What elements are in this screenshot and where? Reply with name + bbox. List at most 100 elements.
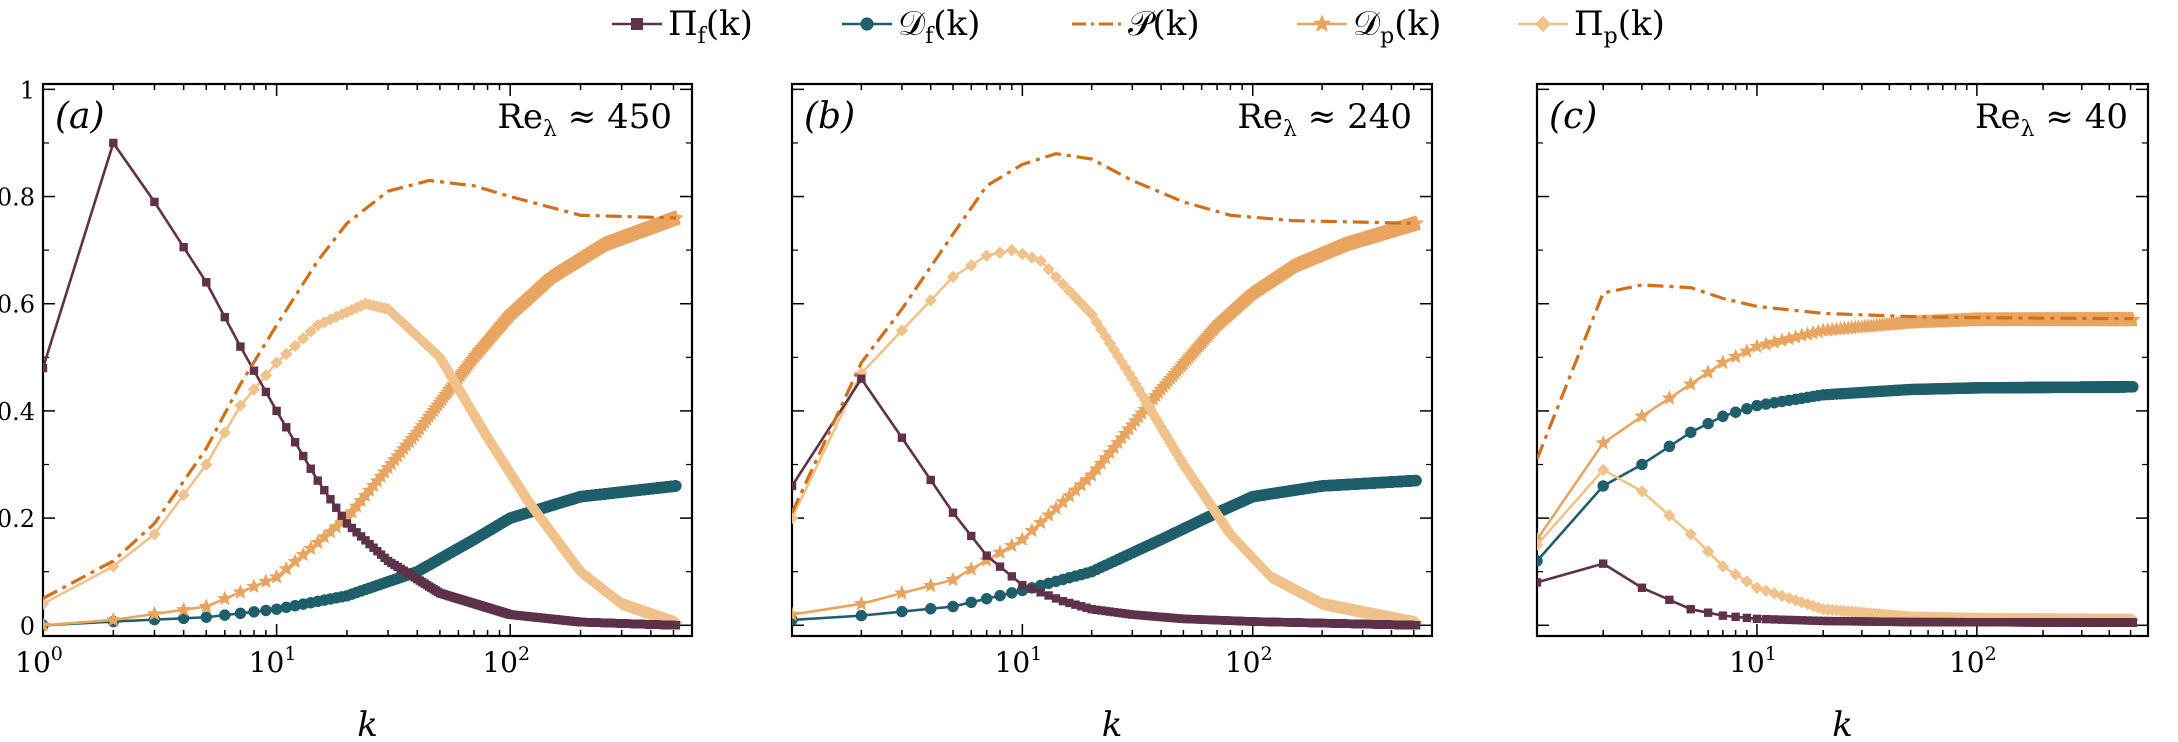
data-point bbox=[1154, 420, 1168, 434]
data-point bbox=[1634, 408, 1650, 423]
data-point bbox=[353, 492, 369, 508]
data-point bbox=[993, 246, 1007, 259]
data-point bbox=[202, 278, 211, 287]
data-point bbox=[260, 604, 272, 617]
legend-label-df: 𝒟f(k) bbox=[898, 4, 980, 49]
legend-marker-circle bbox=[860, 17, 874, 31]
data-point bbox=[1408, 215, 1424, 230]
data-point bbox=[792, 481, 797, 491]
data-point bbox=[1082, 603, 1091, 612]
data-point bbox=[992, 544, 1008, 559]
data-point bbox=[1661, 390, 1678, 405]
panel-label: (b) bbox=[804, 96, 855, 137]
data-point bbox=[1071, 600, 1080, 609]
data-point bbox=[288, 339, 302, 353]
data-point bbox=[1728, 348, 1744, 364]
data-point bbox=[179, 242, 188, 252]
data-point bbox=[1126, 372, 1139, 385]
data-point bbox=[236, 342, 245, 351]
data-point bbox=[1597, 480, 1609, 492]
data-point bbox=[320, 486, 329, 495]
data-point bbox=[1005, 243, 1019, 257]
data-point bbox=[923, 577, 939, 593]
data-point bbox=[924, 294, 937, 307]
data-point bbox=[1152, 416, 1165, 430]
data-point bbox=[1078, 471, 1095, 487]
data-point bbox=[269, 569, 285, 584]
data-point bbox=[895, 324, 909, 337]
data-point bbox=[299, 451, 308, 461]
legend-marker-star bbox=[1312, 14, 1332, 32]
data-point bbox=[1115, 355, 1128, 369]
x-tick-label: 101 bbox=[1729, 643, 1777, 679]
data-point bbox=[356, 532, 366, 541]
legend-label-pif: Πf(k) bbox=[668, 4, 753, 49]
data-point bbox=[290, 438, 300, 447]
legend-item-pif: Πf(k) bbox=[612, 4, 753, 49]
data-point bbox=[1411, 621, 1421, 630]
data-point bbox=[1042, 263, 1055, 276]
data-point bbox=[1049, 270, 1063, 284]
data-point bbox=[1084, 467, 1100, 482]
data-point bbox=[1715, 354, 1731, 370]
data-point bbox=[1107, 343, 1121, 357]
data-point bbox=[995, 562, 1005, 571]
data-point bbox=[1741, 402, 1753, 415]
data-point bbox=[310, 534, 326, 550]
data-point bbox=[945, 571, 961, 587]
y-tick-label: 0.6 bbox=[0, 291, 35, 319]
series-pip bbox=[43, 297, 683, 629]
legend-label-pip: Πp(k) bbox=[1574, 4, 1665, 49]
data-point bbox=[249, 366, 259, 375]
series-dp bbox=[43, 209, 684, 632]
data-point bbox=[328, 519, 344, 534]
data-point bbox=[1074, 297, 1088, 310]
panel-label: (c) bbox=[1549, 96, 1597, 137]
data-point bbox=[200, 458, 213, 471]
data-point bbox=[347, 523, 357, 533]
series-pif bbox=[792, 374, 1421, 630]
data-point bbox=[1751, 399, 1763, 412]
data-point bbox=[146, 605, 163, 621]
data-point bbox=[280, 601, 292, 614]
data-point bbox=[1063, 284, 1076, 298]
data-point bbox=[297, 332, 310, 345]
series-line-dp bbox=[792, 222, 1418, 616]
data-point bbox=[980, 592, 993, 605]
data-point bbox=[218, 426, 231, 439]
data-point bbox=[1034, 254, 1047, 268]
data-point bbox=[1069, 291, 1082, 304]
data-point bbox=[963, 561, 979, 576]
data-point bbox=[1095, 323, 1108, 336]
data-point bbox=[1636, 458, 1648, 471]
data-point bbox=[894, 585, 910, 600]
x-tick-label: 101 bbox=[995, 643, 1043, 679]
data-point bbox=[270, 603, 283, 615]
data-point bbox=[1729, 406, 1742, 418]
data-point bbox=[1595, 435, 1611, 450]
data-point bbox=[1749, 338, 1765, 354]
y-tick-label: 0.2 bbox=[0, 505, 35, 533]
data-point bbox=[280, 347, 293, 361]
data-point bbox=[234, 607, 247, 620]
data-point bbox=[232, 584, 249, 599]
y-tick-label: 0.4 bbox=[0, 398, 35, 426]
data-point bbox=[348, 498, 365, 513]
data-point bbox=[316, 529, 332, 544]
series-line-df bbox=[1537, 385, 2134, 562]
data-point bbox=[150, 197, 159, 207]
data-point bbox=[853, 595, 869, 611]
data-point bbox=[967, 531, 976, 541]
data-point bbox=[1004, 537, 1020, 553]
data-point bbox=[261, 387, 271, 397]
data-point bbox=[1067, 482, 1084, 497]
x-tick-label: 100 bbox=[15, 643, 63, 679]
plot-frame bbox=[1535, 82, 2150, 638]
data-point bbox=[1088, 461, 1105, 476]
data-point bbox=[43, 363, 48, 373]
data-point bbox=[1041, 507, 1057, 522]
data-point bbox=[287, 553, 303, 569]
data-point bbox=[1024, 522, 1040, 538]
